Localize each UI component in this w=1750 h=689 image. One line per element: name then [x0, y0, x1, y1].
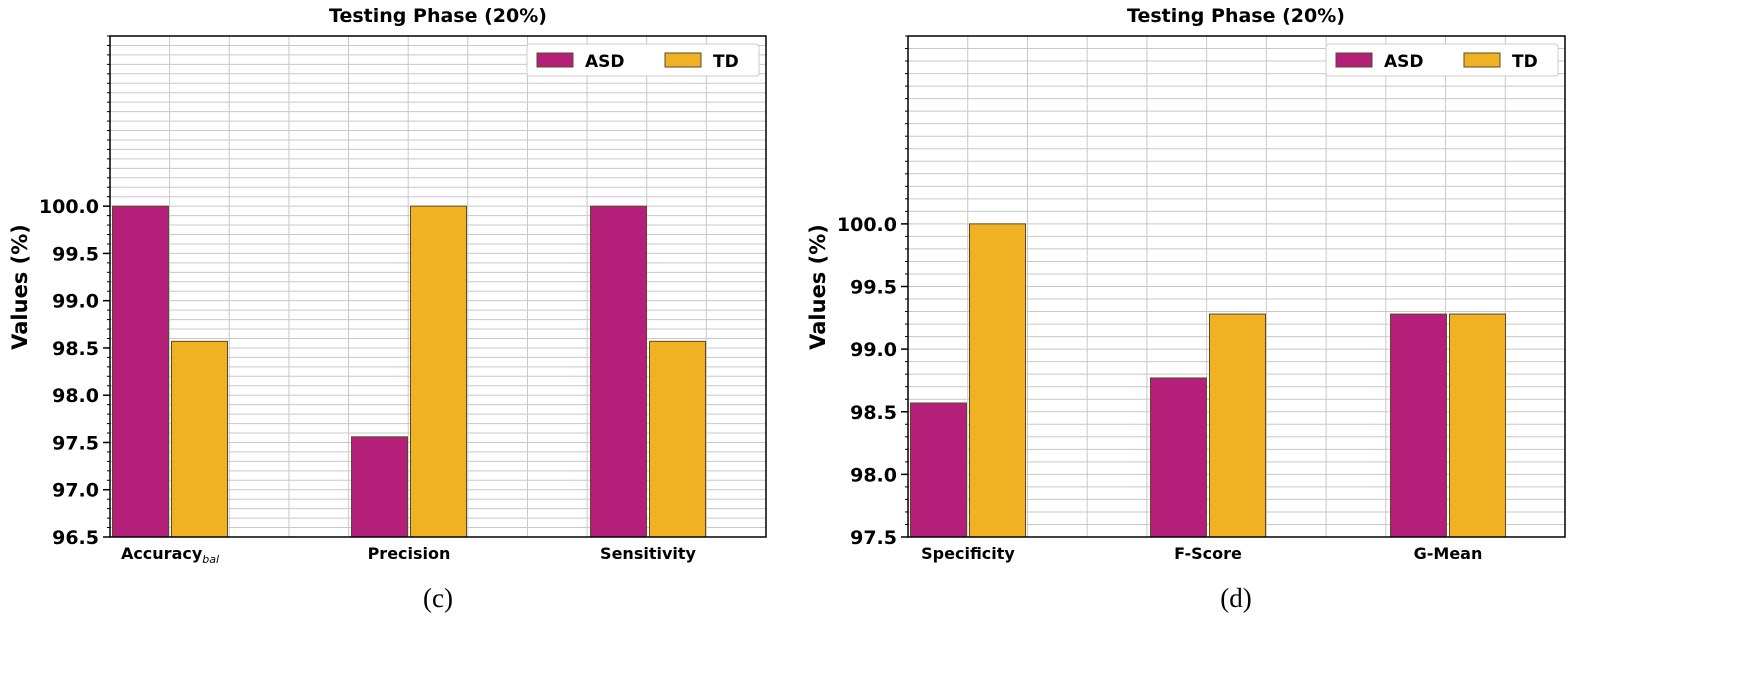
- y-tick-label: 98.0: [52, 385, 99, 407]
- y-tick-label: 97.0: [52, 480, 99, 502]
- x-tick-subscript: bal: [202, 553, 219, 566]
- x-tick-label: Specificity: [921, 544, 1015, 563]
- chart-title: Testing Phase (20%): [1127, 5, 1345, 27]
- figure-caption: (c): [423, 583, 453, 613]
- legend-swatch-asd: [536, 52, 574, 68]
- legend-label-asd: ASD: [1384, 52, 1424, 72]
- axes-frame: [109, 35, 767, 538]
- x-tick-label: Precision: [368, 544, 451, 563]
- bar-asd-specificity: [910, 402, 967, 538]
- legend-swatch-td: [664, 52, 702, 68]
- bar-asd-sensitivity: [590, 205, 647, 538]
- y-tick-label: 98.0: [850, 464, 897, 486]
- y-tick-label: 100.0: [39, 196, 99, 218]
- bar-asd-accuracy: [112, 205, 169, 538]
- bar-td-precision: [410, 205, 467, 538]
- y-tick-label: 97.5: [850, 527, 897, 549]
- legend: ASD TD: [1325, 43, 1559, 77]
- y-tick-label: 98.5: [850, 402, 897, 424]
- y-tick-label: 99.5: [52, 243, 99, 265]
- legend-label-td: TD: [713, 52, 739, 72]
- y-tick-label: 98.5: [52, 338, 99, 360]
- y-tick-label: 100.0: [837, 214, 897, 236]
- chart-c: 96.5 97.0 97.5 98.0 98.5 99.0 99.5 100.0 Accurac…: [8, 5, 767, 613]
- legend-label-td: TD: [1512, 52, 1538, 72]
- y-tick-label: 99.0: [850, 339, 897, 361]
- legend-box: [1325, 43, 1559, 77]
- x-tick-label: F-Score: [1174, 544, 1242, 563]
- y-tick-label: 96.5: [52, 527, 99, 549]
- bar-asd-precision: [351, 436, 408, 538]
- x-tick-label: Sensitivity: [600, 544, 696, 563]
- y-tick-label: 99.5: [850, 277, 897, 299]
- bar-td-specificity: [969, 223, 1026, 538]
- bar-td-accuracy: [171, 340, 228, 538]
- x-tick-label: G-Mean: [1414, 544, 1483, 563]
- bar-td-f-score: [1209, 313, 1266, 538]
- chart-d: 97.5 98.0 98.5 99.0 99.5 100.0 Specificity F-Sc…: [806, 5, 1566, 613]
- legend: ASD TD: [526, 43, 760, 77]
- bar-asd-g-mean: [1390, 313, 1447, 538]
- x-tick-label: Accuracybal: [121, 544, 219, 566]
- y-tick-label: 97.5: [52, 432, 99, 454]
- figure-caption: (d): [1220, 583, 1251, 613]
- chart-title: Testing Phase (20%): [329, 5, 547, 27]
- y-axis-label: Values (%): [806, 224, 830, 350]
- bar-asd-f-score: [1150, 377, 1207, 538]
- bar-td-sensitivity: [649, 340, 706, 538]
- legend-swatch-td: [1463, 52, 1501, 68]
- y-tick-label: 99.0: [52, 291, 99, 313]
- legend-label-asd: ASD: [585, 52, 625, 72]
- bar-td-g-mean: [1449, 313, 1506, 538]
- legend-swatch-asd: [1335, 52, 1373, 68]
- y-axis-label: Values (%): [8, 224, 32, 350]
- legend-box: [526, 43, 760, 77]
